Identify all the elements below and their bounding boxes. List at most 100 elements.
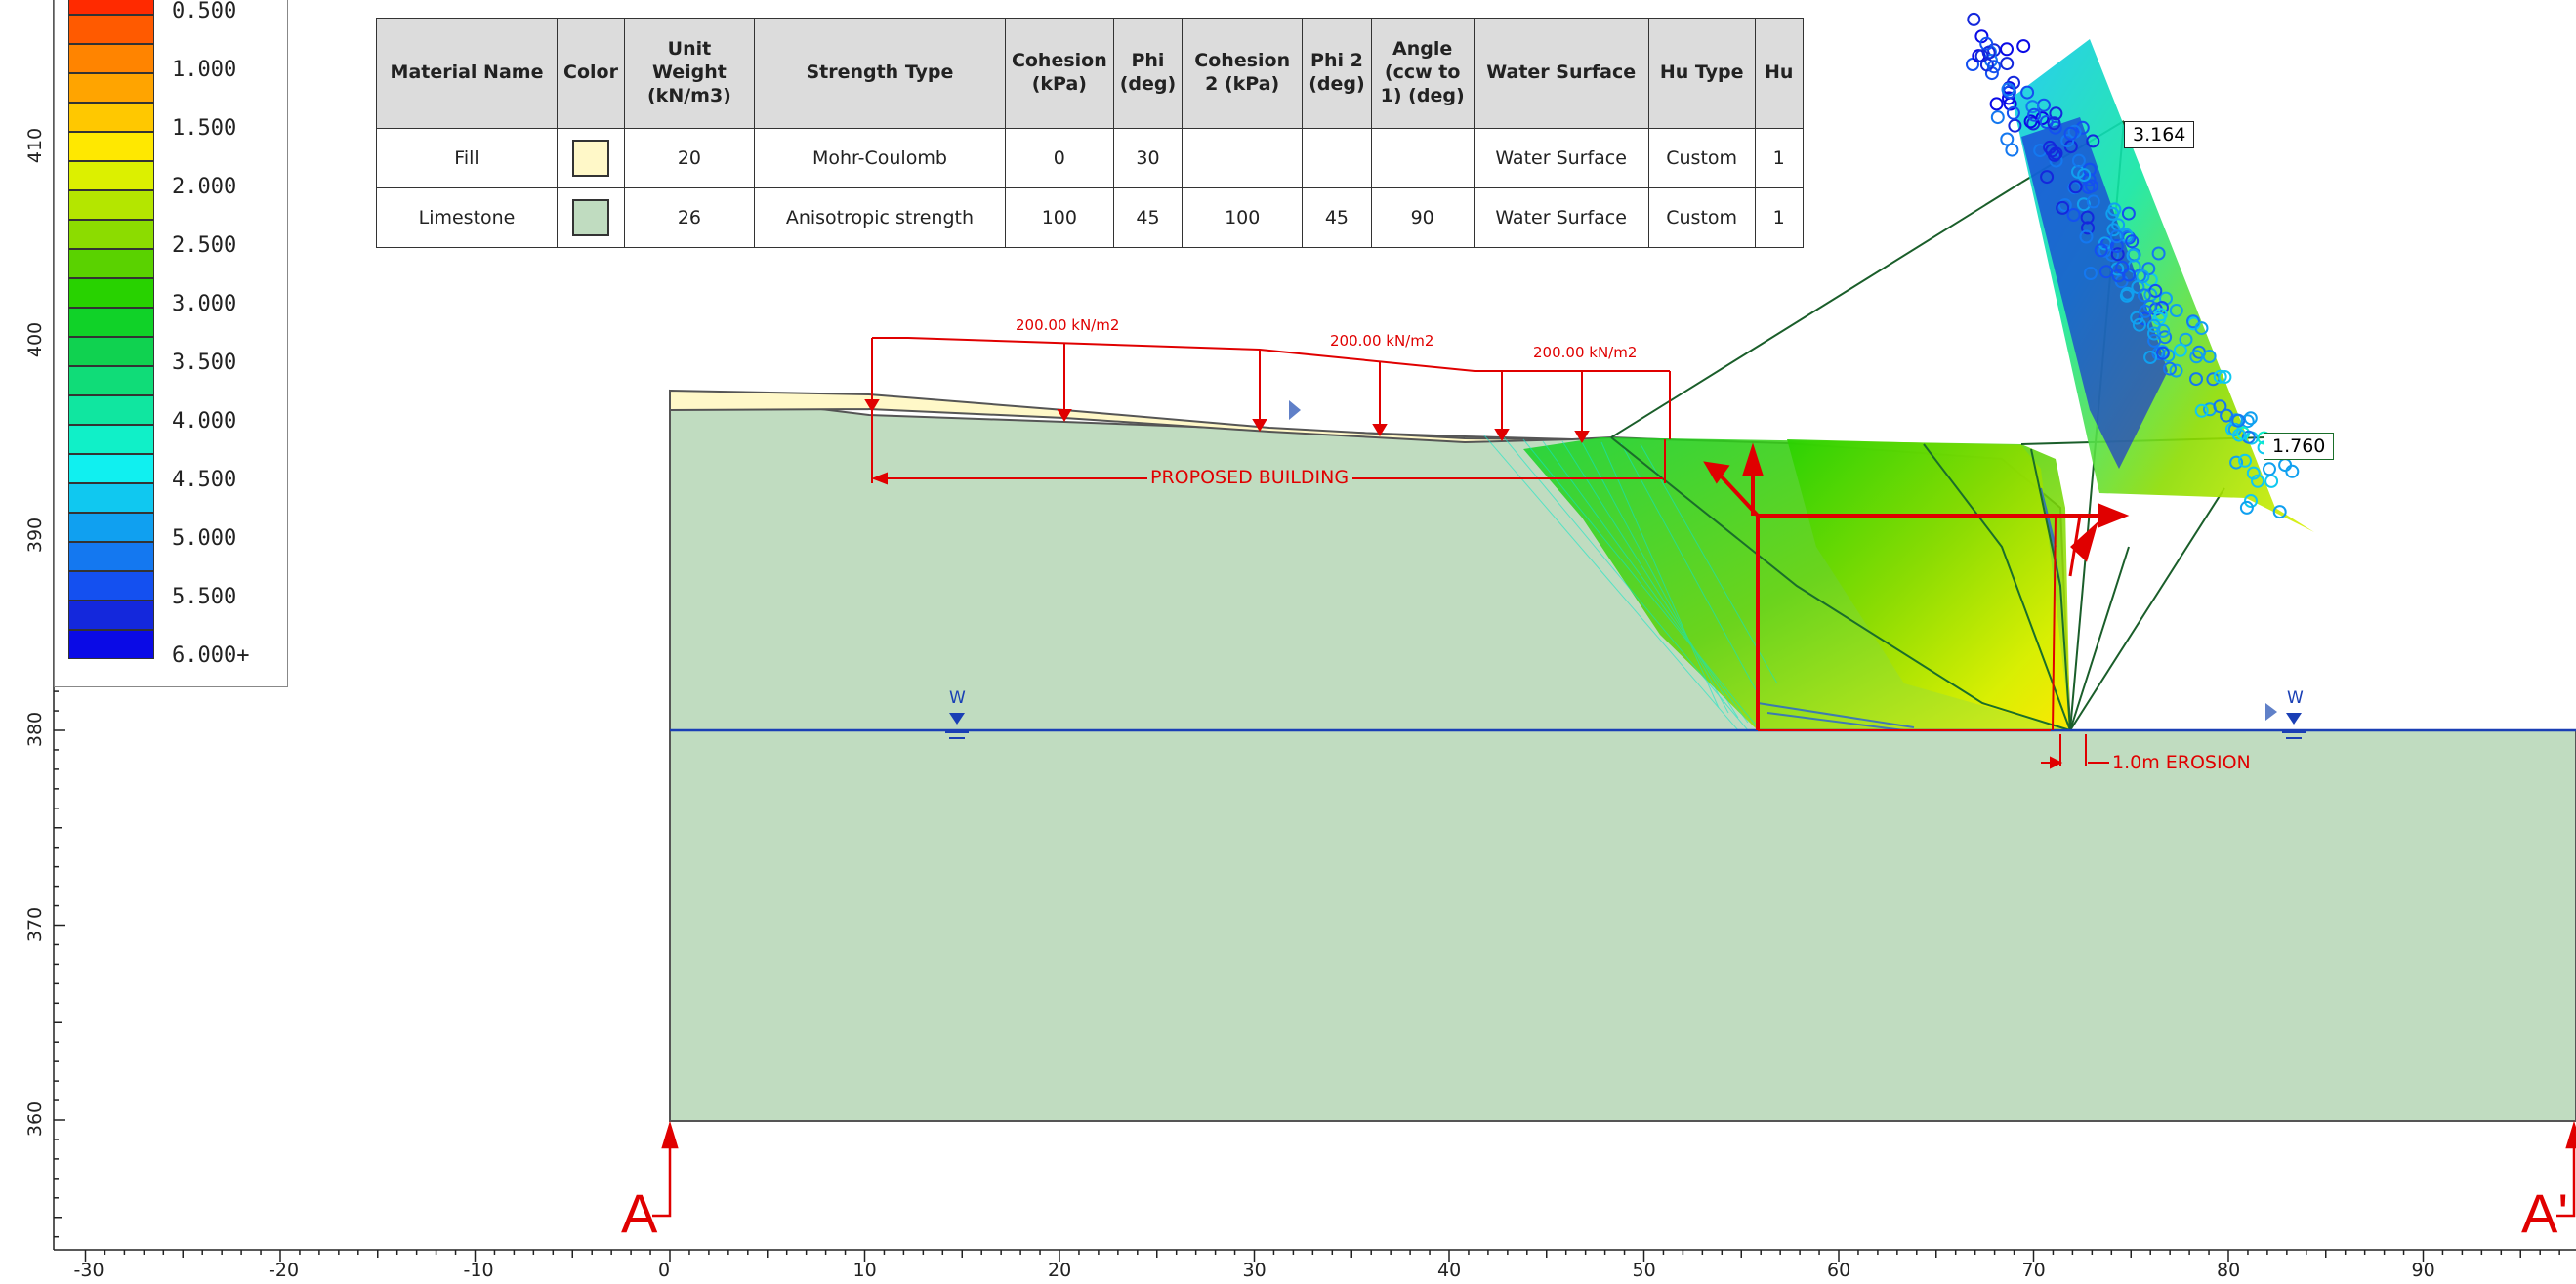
legend-item: 3.000 [68, 278, 283, 337]
y-tick-label: 410 [24, 127, 47, 163]
cell-cohesion-2 [1182, 128, 1304, 188]
legend-swatch [68, 73, 154, 103]
cell-cohesion-2: 100 [1182, 187, 1304, 248]
header-hu-type: Hu Type [1647, 18, 1756, 129]
slip-zone-fan-upper [1787, 439, 2070, 730]
slip-center-point [1979, 36, 1994, 51]
slip-center-point [2121, 206, 2136, 221]
slip-center-point [2075, 120, 2090, 135]
x-tick-label: 0 [658, 1260, 671, 1281]
force-arrows [1703, 442, 2130, 731]
slip-center-point [2218, 370, 2232, 384]
y-tick-label: 390 [24, 517, 47, 553]
slip-center-point [2241, 430, 2256, 444]
slip-center-point [2063, 126, 2078, 141]
slip-center-point [2231, 428, 2246, 442]
slip-center-point [2173, 343, 2187, 357]
slip-center-point [2043, 140, 2057, 154]
cell-material-name: Fill [376, 128, 558, 188]
cell-hu: 1 [1754, 128, 1804, 188]
slip-center-point [2099, 265, 2113, 279]
header-cohesion-2: Cohesion 2 (kPa) [1182, 18, 1304, 129]
slip-center-point [2194, 403, 2209, 418]
slip-center-point [2151, 246, 2166, 261]
cell-phi: 30 [1112, 128, 1184, 188]
slip-center-point [2136, 269, 2150, 284]
header-material-name: Material Name [376, 18, 558, 129]
slip-center-point [2020, 85, 2035, 100]
cell-angle: 90 [1370, 187, 1475, 248]
x-tick-label: 60 [1827, 1260, 1851, 1281]
legend-swatch [68, 308, 154, 337]
slip-center-point [2060, 134, 2075, 148]
slip-center-point [2163, 361, 2177, 376]
slip-center-point [2109, 229, 2124, 244]
slip-center-point [2132, 317, 2146, 332]
legend-swatch [68, 337, 154, 366]
slip-center-point [2169, 304, 2183, 317]
slip-center-point [2079, 229, 2094, 244]
legend-item: 1.000 [68, 44, 283, 103]
legend-swatch [68, 132, 154, 161]
legend-label: 1.000 [172, 58, 237, 82]
slip-center-point [1974, 49, 1989, 63]
slip-center-point [2285, 464, 2300, 478]
cell-strength-type: Anisotropic strength [753, 187, 1006, 248]
load-label: 200.00 kN/m2 [1330, 332, 1434, 350]
support-marker [1289, 400, 1301, 420]
slip-center-point [2077, 168, 2092, 183]
legend-swatch [68, 395, 154, 425]
slip-center-point [2008, 118, 2022, 133]
x-tick-label: 50 [1632, 1260, 1656, 1281]
slip-center-point [2158, 330, 2173, 345]
critical-slip-surface [1610, 436, 2071, 731]
x-tick-label: 70 [2021, 1260, 2046, 1281]
slip-center-point [2066, 208, 2081, 222]
slip-surface-2 [1923, 443, 2071, 731]
legend-swatch [68, 44, 154, 73]
slip-center-point [2189, 372, 2203, 387]
legend-swatch [68, 630, 154, 659]
slip-center-point [2272, 505, 2287, 519]
slip-center-point [2049, 106, 2063, 121]
slip-center-point [2126, 248, 2140, 263]
legend-swatch [68, 278, 154, 308]
building-dimension [871, 410, 1666, 485]
slip-center-point [2081, 221, 2095, 235]
x-tick-label: 10 [852, 1260, 877, 1281]
slip-center-point [2169, 363, 2183, 378]
x-tick-label: -30 [73, 1260, 104, 1281]
legend-label: 3.000 [172, 292, 237, 316]
x-tick-label: 80 [2217, 1260, 2241, 1281]
header-phi: Phi (deg) [1112, 18, 1184, 129]
slip-center-point [2186, 314, 2200, 329]
slip-center-point [2246, 466, 2261, 480]
slip-center-point [2130, 311, 2144, 325]
slip-center-point [2111, 269, 2126, 283]
section-arrows [652, 1120, 2576, 1218]
slip-center-point [2002, 91, 2015, 105]
slip-center-point [2139, 304, 2152, 318]
y-tick-label: 380 [24, 711, 47, 748]
legend-swatch [68, 15, 154, 44]
slip-center-point [1990, 110, 2005, 125]
legend-label: 3.500 [172, 351, 237, 375]
fs-label-min: 1.760 [2264, 433, 2335, 460]
color-swatch [571, 140, 609, 177]
cell-cohesion: 0 [1004, 128, 1114, 188]
cell-phi-2 [1302, 128, 1372, 188]
slip-center-point [1987, 60, 2001, 74]
water-label-left: W [949, 688, 966, 708]
slip-center-point [2086, 194, 2100, 209]
erosion-dimension [2041, 734, 2109, 769]
slip-center-point [2229, 455, 2244, 470]
slip-center-point [2027, 107, 2042, 122]
legend-item: 3.500 [68, 337, 283, 395]
slip-fringe-lines [1483, 435, 1778, 731]
legend-swatch [68, 220, 154, 249]
water-label-right: W [2287, 688, 2304, 708]
cell-color [557, 187, 625, 248]
legend-swatch [68, 601, 154, 630]
slip-center-point [2000, 57, 2015, 71]
slip-center-point [2239, 500, 2254, 515]
